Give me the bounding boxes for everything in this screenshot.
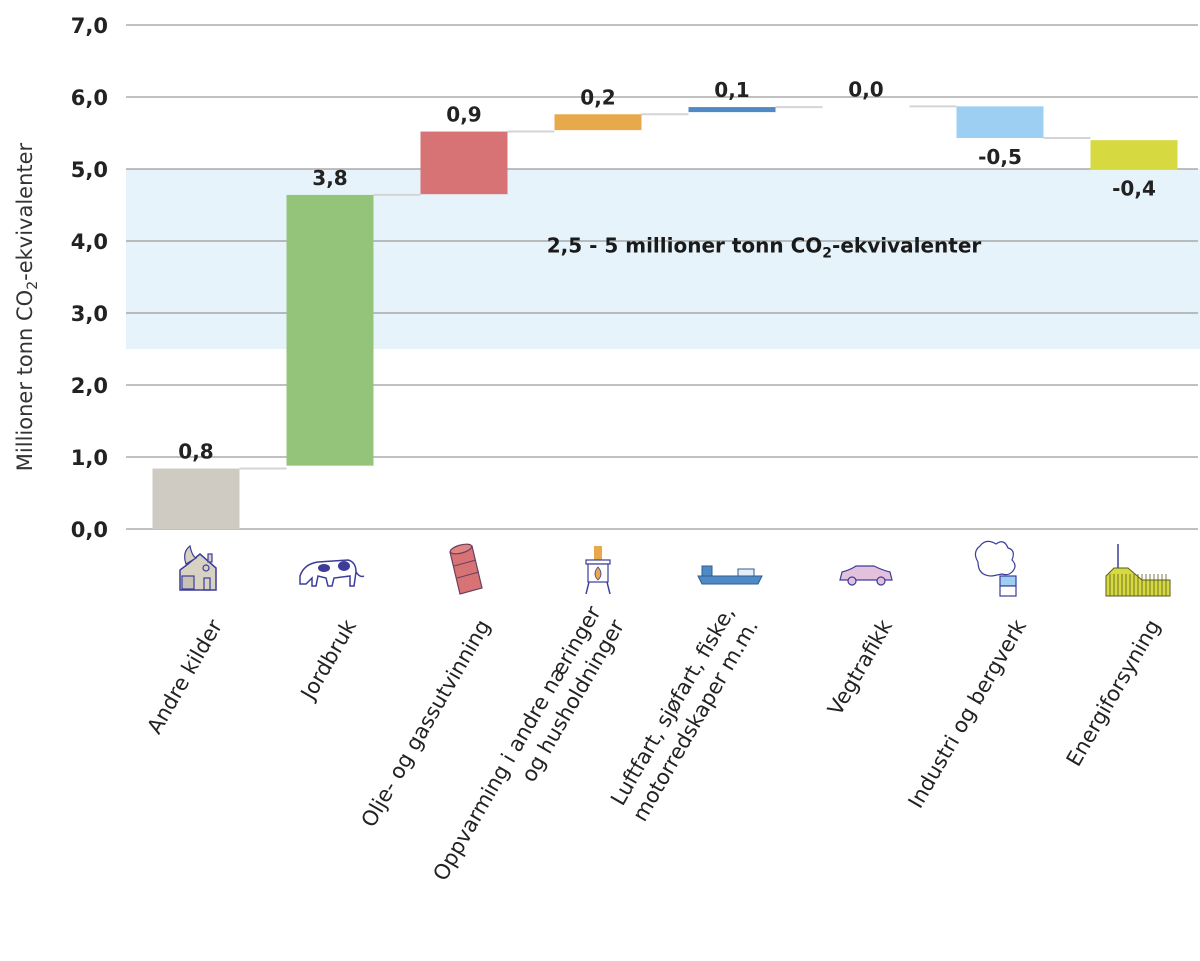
stove-icon <box>585 546 611 595</box>
y-tick-label: 4,0 <box>71 230 108 254</box>
value-label: 0,8 <box>178 440 213 464</box>
category-label: Industri og bergverk <box>904 615 1032 812</box>
value-label: 0,0 <box>848 77 883 101</box>
category-label-line: Jordbruk <box>295 615 361 706</box>
oil-barrel-icon <box>449 543 483 595</box>
factory-smoke-icon <box>974 540 1017 597</box>
bar-2 <box>420 131 508 195</box>
bar-7 <box>1090 140 1178 170</box>
value-label: -0,4 <box>1112 177 1156 201</box>
bar-6 <box>956 106 1044 139</box>
y-axis-label: Millioner tonn CO2-ekvivalenter <box>13 142 41 471</box>
y-tick-label: 0,0 <box>71 518 108 542</box>
y-tick-label: 3,0 <box>71 302 108 326</box>
y-tick-label: 6,0 <box>71 86 108 110</box>
bar-3 <box>554 114 642 131</box>
cow-icon <box>299 559 365 587</box>
category-icons <box>179 540 1171 597</box>
y-tick-label: 1,0 <box>71 446 108 470</box>
category-label-line: Oppvarming i andre næringer <box>428 602 605 885</box>
y-axis-label-main: Millioner tonn CO <box>13 290 37 471</box>
value-label: 0,2 <box>580 85 615 109</box>
y-axis-ticks: 0,0 1,0 2,0 3,0 4,0 5,0 6,0 7,0 <box>71 14 108 542</box>
y-axis-label-tail: -ekvivalenter <box>13 142 37 280</box>
category-label: Andre kilder <box>142 615 227 738</box>
category-label-line: Industri og bergverk <box>904 615 1032 812</box>
value-labels: 0,8 3,8 0,9 0,2 0,1 0,0 -0,5 -0,4 <box>178 77 1156 463</box>
category-label: Vegtrafikk <box>823 615 897 720</box>
category-label: Jordbruk <box>295 615 361 706</box>
value-label: 0,9 <box>446 103 481 127</box>
bar-0 <box>152 468 240 529</box>
ship-icon <box>697 565 763 585</box>
band-label-tail: -ekvivalenter <box>832 234 981 258</box>
house-fire-icon <box>179 544 217 591</box>
category-label-line: Energiforsyning <box>1062 616 1165 771</box>
y-axis-label-sub: 2 <box>25 281 41 290</box>
band-label-main: 2,5 - 5 millioner tonn CO <box>547 234 823 258</box>
connectors <box>239 105 1091 470</box>
band-label-sub: 2 <box>822 246 832 262</box>
category-label-line: Vegtrafikk <box>823 615 897 720</box>
value-label: 0,1 <box>714 78 749 102</box>
power-plant-icon <box>1105 544 1171 597</box>
category-label: Luftfart, sjøfart, fiske,motorredskaper … <box>605 602 763 825</box>
category-label: Energiforsyning <box>1062 616 1165 771</box>
car-icon <box>839 565 893 586</box>
category-label-line: Andre kilder <box>142 615 227 738</box>
bars <box>152 106 1178 529</box>
value-label: 3,8 <box>312 166 347 190</box>
band-label: 2,5 - 5 millioner tonn CO2-ekvivalenter <box>547 234 982 262</box>
value-label: -0,5 <box>978 145 1022 169</box>
bar-4 <box>688 107 776 113</box>
bar-1 <box>286 194 374 466</box>
y-tick-label: 7,0 <box>71 14 108 38</box>
y-tick-label: 5,0 <box>71 158 108 182</box>
y-tick-label: 2,0 <box>71 374 108 398</box>
